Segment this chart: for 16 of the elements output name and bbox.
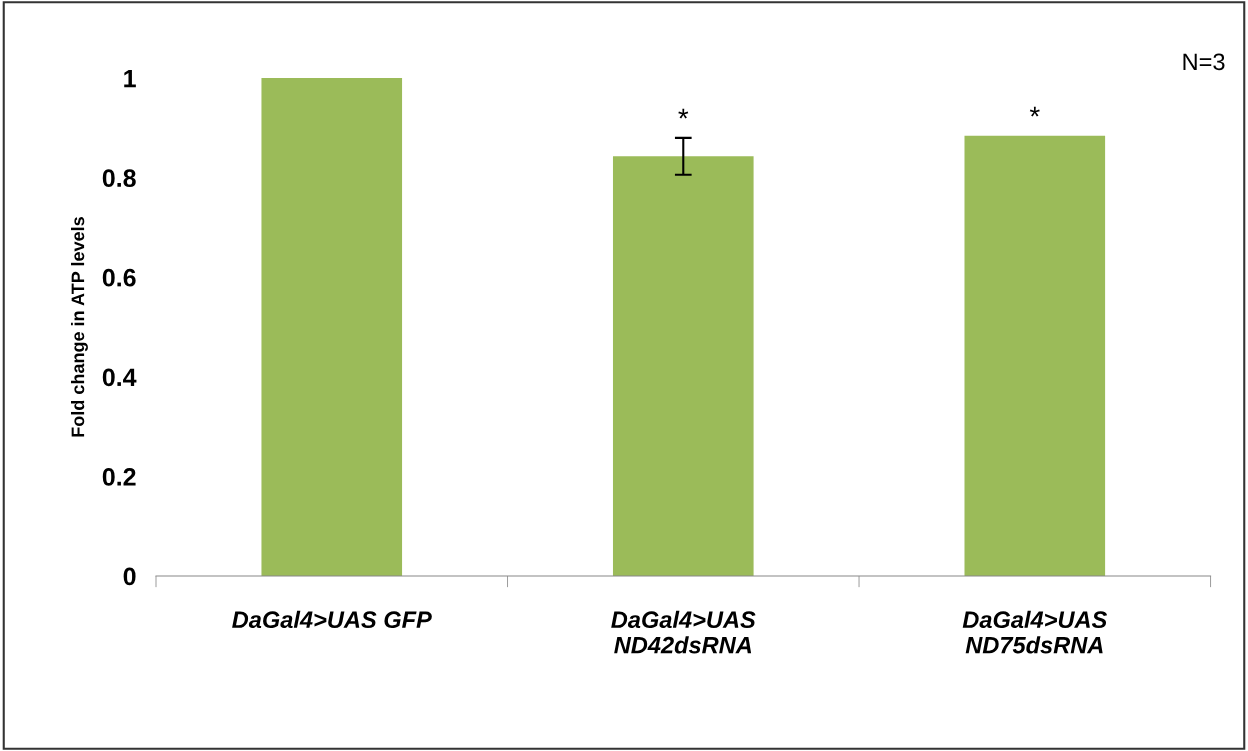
x-tick-label: DaGal4>UAS ND75dsRNA (962, 610, 1108, 654)
bar (964, 135, 1106, 577)
y-tick-label: 1 (124, 69, 136, 88)
bar (261, 78, 403, 577)
y-axis-title: Fold change in ATP levels (71, 217, 88, 437)
x-tick-label: DaGal4>UAS GFP (232, 610, 432, 629)
y-tick-label: 0.8 (102, 169, 136, 187)
y-tick-label: 0.6 (102, 268, 136, 287)
y-tick-label: 0.4 (102, 368, 137, 387)
y-tick-label: 0.2 (102, 468, 136, 486)
text: N=3 (1183, 53, 1225, 71)
annotation: * (1029, 106, 1040, 117)
y-tick-label: 0 (123, 567, 136, 586)
x-tick-label: DaGal4>UAS ND42dsRNA (611, 610, 756, 654)
bar (612, 156, 754, 577)
annotation: * (678, 108, 689, 119)
